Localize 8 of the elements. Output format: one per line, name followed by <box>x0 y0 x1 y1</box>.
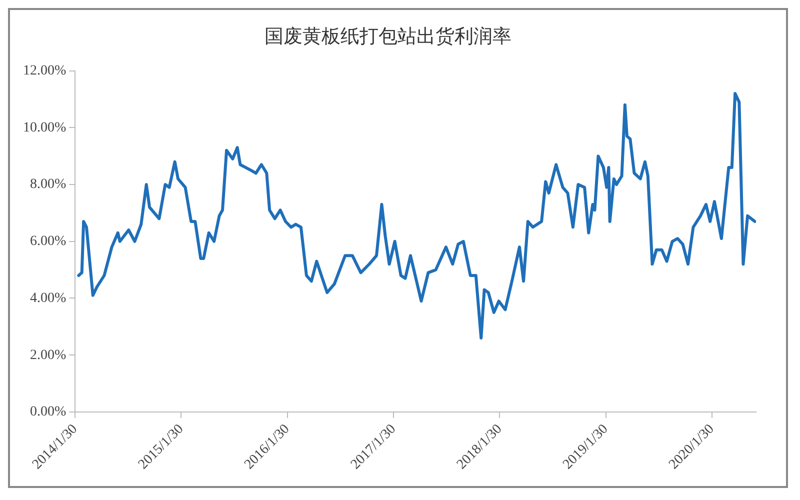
chart-title: 国废黄板纸打包站出货利润率 <box>264 25 512 48</box>
y-tick-label: 4.00% <box>30 290 66 306</box>
y-tick-label: 8.00% <box>30 177 66 192</box>
y-tick-label: 0.00% <box>30 404 66 420</box>
y-tick-label: 2.00% <box>30 348 66 363</box>
y-tick-label: 10.00% <box>22 120 66 136</box>
y-tick-label: 6.00% <box>30 234 66 250</box>
y-tick-label: 12.00% <box>22 63 66 78</box>
